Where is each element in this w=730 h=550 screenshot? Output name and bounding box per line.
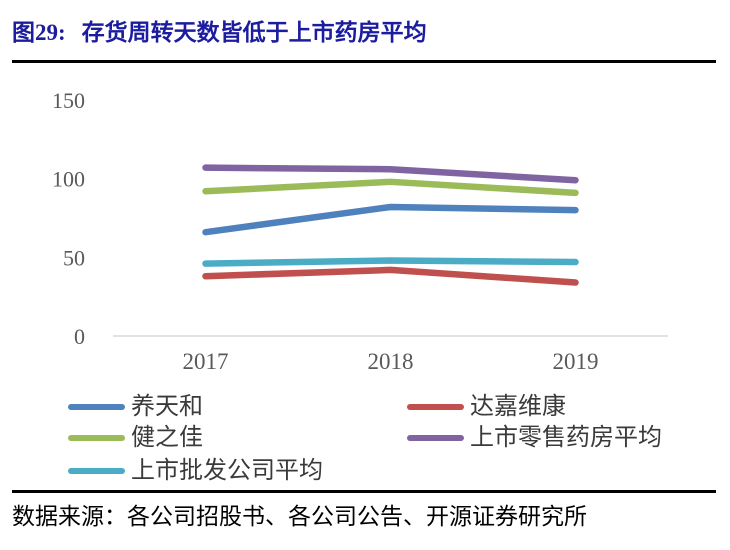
line-chart: 0 50 100 150 2017 2018 2019	[52, 88, 668, 374]
series-line	[202, 178, 579, 197]
figure-label: 图29:	[12, 20, 66, 45]
legend-swatch-icon	[407, 404, 464, 410]
data-source: 数据来源：各公司招股书、各公司公告、开源证券研究所	[12, 502, 587, 532]
x-axis-category-label: 2019	[553, 349, 599, 374]
figure-title: 存货周转天数皆低于上市药房平均	[81, 20, 427, 45]
series-line	[202, 257, 579, 267]
series-line	[202, 266, 579, 286]
legend-label: 上市零售药房平均	[470, 425, 662, 451]
y-axis-tick-label: 0	[74, 324, 85, 349]
legend-swatch-icon	[68, 404, 125, 410]
data-source-text: 各公司招股书、各公司公告、开源证券研究所	[127, 504, 587, 529]
legend-item: 上市批发公司平均	[68, 458, 323, 484]
figure-header: 图29: 存货周转天数皆低于上市药房平均	[12, 18, 427, 48]
series-line	[202, 203, 579, 236]
chart-legend: 养天和 达嘉维康健之佳 上市零售药房平均上市批发公司平均	[0, 394, 730, 490]
x-axis-category-label: 2017	[183, 349, 229, 374]
y-axis-tick-label: 150	[52, 88, 85, 113]
y-axis-tick-label: 50	[63, 245, 85, 270]
legend-swatch-icon	[68, 435, 125, 441]
legend-item: 养天和	[68, 394, 203, 420]
series-line	[202, 164, 579, 184]
legend-item: 健之佳	[68, 425, 203, 451]
footer-divider	[12, 490, 716, 493]
legend-label: 养天和	[131, 394, 203, 420]
data-source-label: 数据来源：	[12, 504, 127, 529]
x-axis-category-label: 2018	[368, 349, 414, 374]
legend-label: 达嘉维康	[470, 394, 566, 420]
legend-item: 达嘉维康	[407, 394, 566, 420]
legend-label: 上市批发公司平均	[131, 458, 323, 484]
title-divider	[12, 60, 716, 63]
legend-swatch-icon	[407, 435, 464, 441]
legend-swatch-icon	[68, 468, 125, 474]
y-axis-tick-label: 100	[52, 167, 85, 192]
legend-item: 上市零售药房平均	[407, 425, 662, 451]
legend-label: 健之佳	[131, 425, 203, 451]
